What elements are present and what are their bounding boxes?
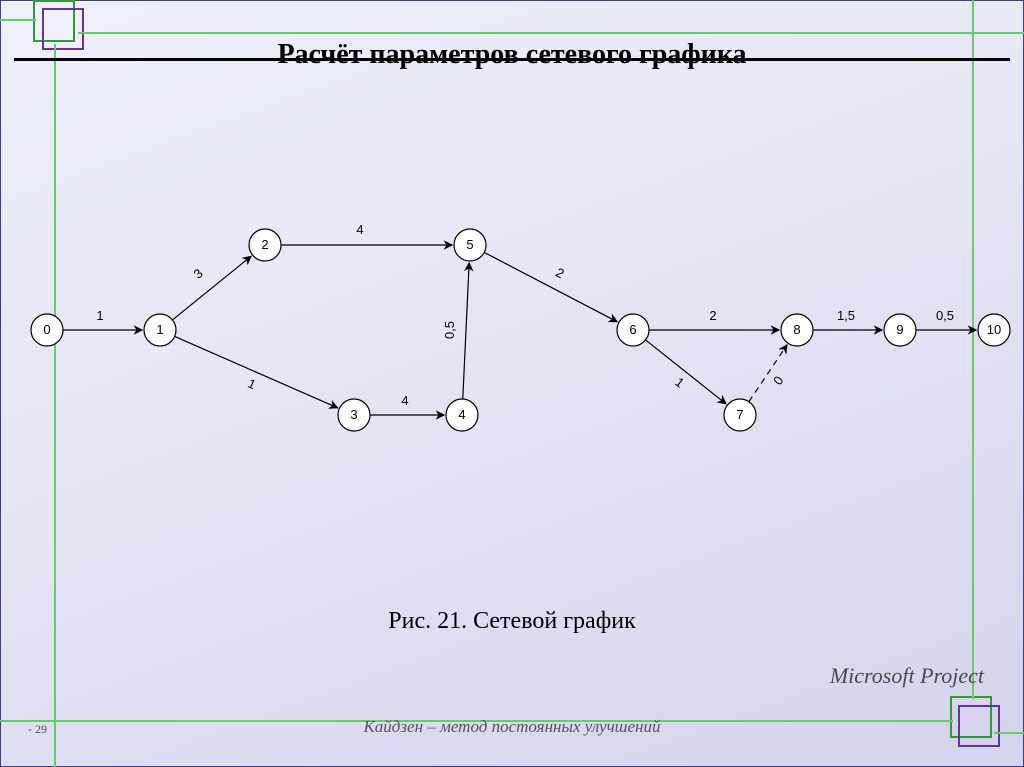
edge [646,340,726,404]
node-label: 0 [43,322,50,337]
edge-label: 2 [553,265,566,282]
figure-caption: Рис. 21. Сетевой график [0,608,1024,635]
edge-label: 1 [672,374,687,390]
node-label: 6 [629,322,636,337]
edge-label: 1,5 [837,308,855,323]
node-label: 5 [466,237,473,252]
edge-label: 1 [245,376,258,393]
node-label: 2 [261,237,268,252]
edge-label: 0,5 [936,308,954,323]
edge-label: 4 [401,393,408,408]
edge [484,252,617,321]
page-number: - 29 [28,722,47,737]
edge [463,263,469,399]
node-label: 10 [987,322,1001,337]
node-label: 7 [736,407,743,422]
edge [172,256,251,320]
edge [175,336,338,407]
node-label: 4 [458,407,465,422]
edge [749,345,787,402]
footer-text: Кайдзен – метод постоянных улучшений [0,717,1024,737]
brand-label: Microsoft Project [830,663,984,689]
edge-label: 3 [191,265,206,281]
edge-label: 2 [709,308,716,323]
node-label: 8 [793,322,800,337]
node-label: 3 [350,407,357,422]
edge-label: 1 [96,308,103,323]
edge-label: 0,5 [442,321,457,339]
edge-label: 4 [356,222,363,237]
network-diagram: 131440,522101,50,5012345678910 [0,0,1024,767]
edge-label: 0 [770,373,786,388]
node-label: 1 [156,322,163,337]
node-label: 9 [896,322,903,337]
